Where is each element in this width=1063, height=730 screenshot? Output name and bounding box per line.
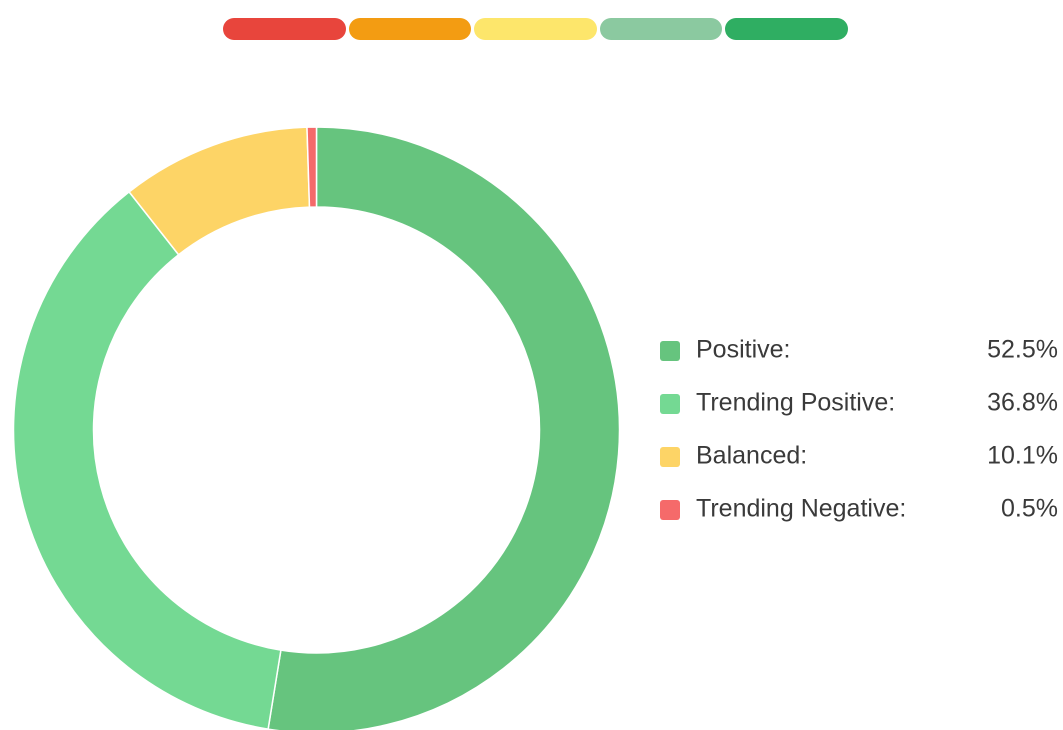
legend-value: 0.5%	[1001, 495, 1058, 523]
legend-swatch	[660, 394, 680, 414]
status-segment	[725, 18, 848, 40]
donut-slice	[12, 190, 282, 730]
donut-slice	[306, 126, 318, 208]
legend-label: Trending Positive:	[696, 389, 895, 417]
legend-label: Balanced:	[696, 442, 807, 470]
legend-swatch	[660, 500, 680, 520]
legend-swatch	[660, 447, 680, 467]
status-segment	[600, 18, 722, 40]
legend-label: Positive:	[696, 336, 790, 364]
legend-label: Trending Negative:	[696, 495, 906, 523]
legend-swatch	[660, 341, 680, 361]
status-bar	[223, 18, 848, 40]
legend-value: 52.5%	[987, 336, 1058, 364]
status-segment	[223, 18, 346, 40]
status-segment	[349, 18, 471, 40]
legend-value: 36.8%	[987, 389, 1058, 417]
status-segment	[474, 18, 597, 40]
donut-slice	[267, 126, 621, 730]
legend-value: 10.1%	[987, 442, 1058, 470]
